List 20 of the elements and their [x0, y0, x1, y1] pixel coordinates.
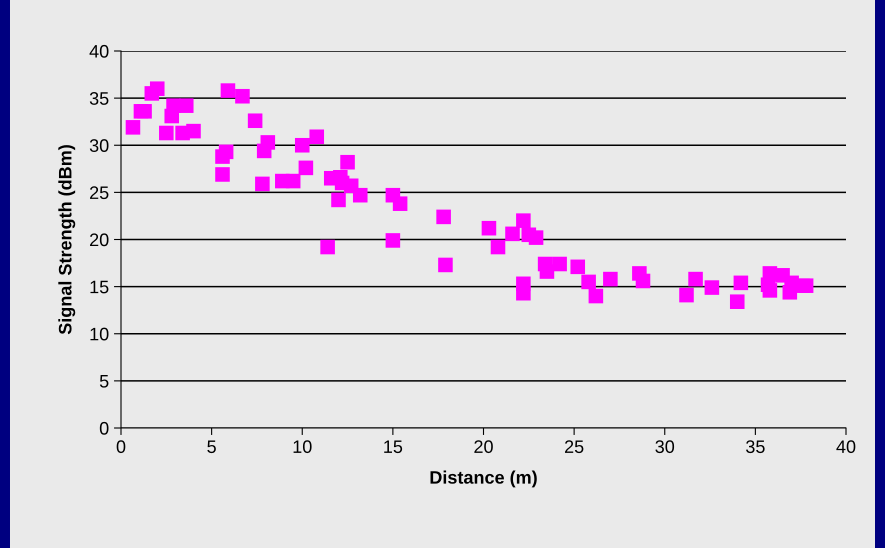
x-axis-title: Distance (m)	[430, 470, 537, 488]
y-tick-label: 5	[100, 374, 108, 388]
x-tick-label: 0	[116, 440, 126, 454]
x-tick-label: 20	[474, 440, 493, 454]
y-tick-label: 35	[90, 92, 108, 105]
y-tick-label: 15	[90, 280, 108, 294]
y-axis-title: Signal Strength (dBm)	[58, 145, 76, 334]
y-tick-label: 25	[90, 186, 108, 200]
x-tick-label: 30	[655, 440, 674, 454]
x-tick-label: 10	[294, 440, 312, 454]
y-tick-label: 0	[100, 422, 108, 435]
y-tick-label: 30	[90, 139, 108, 152]
y-tick-label: 40	[90, 44, 108, 58]
x-tick-label: 5	[207, 440, 216, 454]
y-tick-label: 10	[90, 328, 108, 340]
x-tick-label: 25	[564, 440, 584, 454]
x-tick-label: 15	[384, 440, 402, 454]
y-tick-label: 20	[90, 233, 108, 246]
x-tick-label: 35	[746, 440, 765, 454]
x-tick-label: 40	[836, 440, 856, 454]
